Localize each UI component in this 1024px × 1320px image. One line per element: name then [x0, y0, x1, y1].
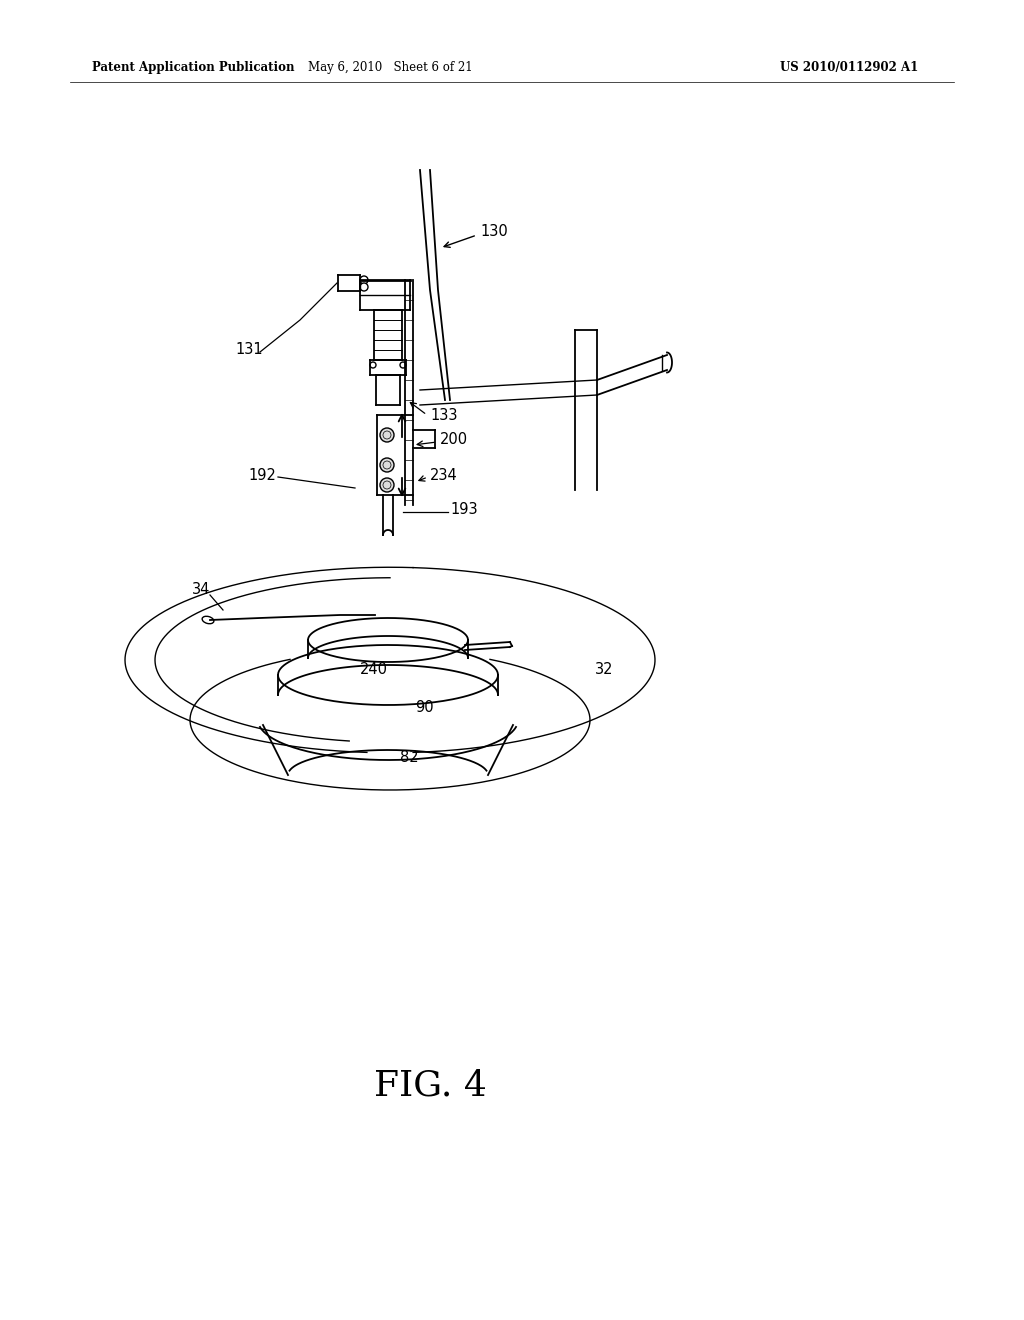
Text: 130: 130 [480, 224, 508, 239]
Text: 82: 82 [400, 751, 419, 766]
Circle shape [380, 458, 394, 473]
Text: 193: 193 [450, 503, 477, 517]
Text: 234: 234 [430, 467, 458, 483]
Text: 240: 240 [360, 663, 388, 677]
Circle shape [380, 478, 394, 492]
Text: 90: 90 [415, 700, 433, 714]
Text: 192: 192 [248, 467, 275, 483]
Text: FIG. 4: FIG. 4 [374, 1068, 486, 1102]
Circle shape [380, 428, 394, 442]
Ellipse shape [202, 616, 214, 624]
Text: 131: 131 [234, 342, 262, 358]
Text: 133: 133 [430, 408, 458, 422]
Text: Patent Application Publication: Patent Application Publication [92, 62, 295, 74]
Text: 34: 34 [193, 582, 210, 598]
Circle shape [360, 282, 368, 290]
Text: 200: 200 [440, 433, 468, 447]
Text: US 2010/0112902 A1: US 2010/0112902 A1 [780, 62, 919, 74]
Text: May 6, 2010   Sheet 6 of 21: May 6, 2010 Sheet 6 of 21 [307, 62, 472, 74]
Text: 32: 32 [595, 663, 613, 677]
Circle shape [360, 276, 368, 284]
